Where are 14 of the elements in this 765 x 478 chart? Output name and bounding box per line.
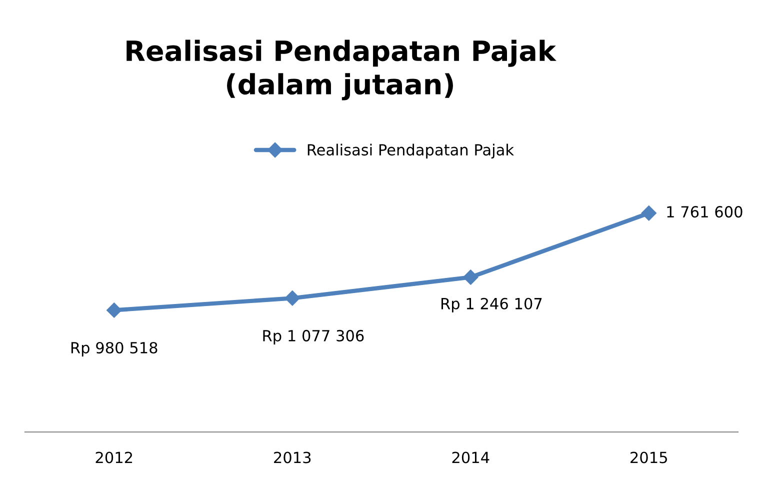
point <box>463 270 478 285</box>
x-tick-label: 2015 <box>630 452 667 464</box>
point <box>284 290 300 306</box>
x-tick-label: 2013 <box>274 452 311 464</box>
point <box>641 206 656 221</box>
data-label: Rp 980 518 <box>71 342 158 356</box>
legend-label: Realisasi Pendapatan Pajak <box>308 144 514 159</box>
data-label: Rp 1 246 107 <box>441 298 542 312</box>
data-label: 1 761 600 <box>667 206 742 218</box>
chart-title: Realisasi Pendapatan Pajak (dalam jutaan) <box>126 40 556 100</box>
x-tick-label: 2012 <box>96 452 132 464</box>
data-label: Rp 1 077 306 <box>263 330 364 344</box>
point <box>106 302 122 318</box>
x-tick-label: 2014 <box>452 452 490 464</box>
